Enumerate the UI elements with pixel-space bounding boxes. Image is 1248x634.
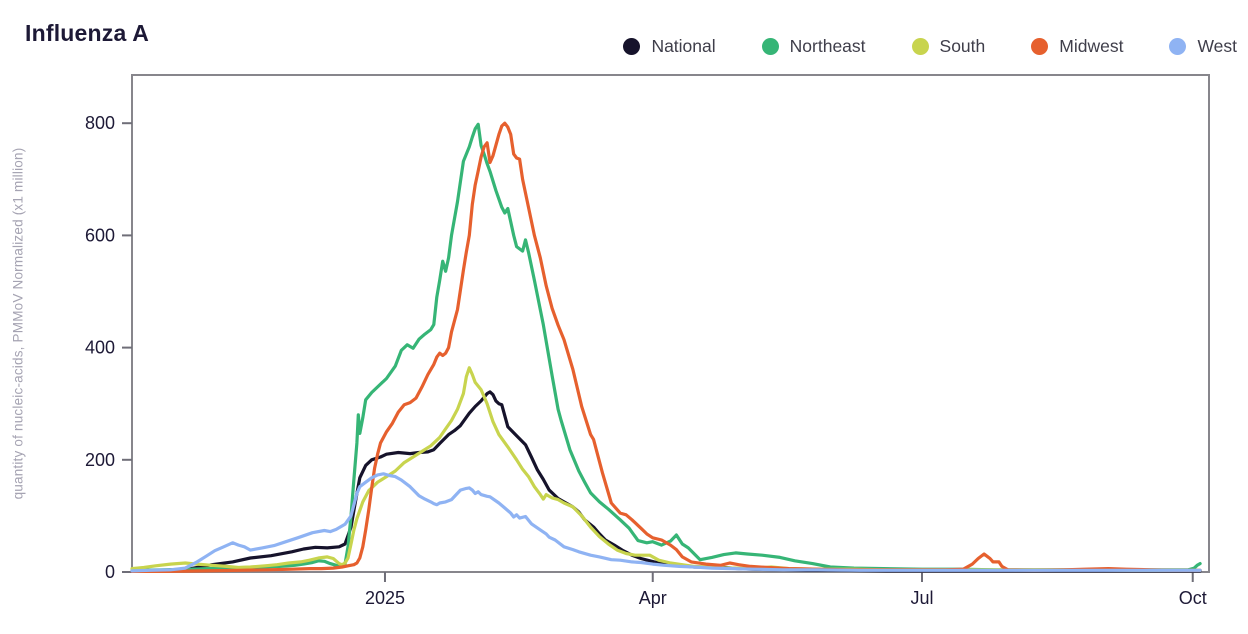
- y-tick-label: 400: [85, 338, 115, 358]
- y-tick-label: 200: [85, 450, 115, 470]
- legend-item-west[interactable]: West: [1169, 36, 1237, 57]
- line-northeast: [130, 122, 1202, 572]
- legend-item-midwest[interactable]: Midwest: [1031, 36, 1123, 57]
- legend-dot-south: [911, 38, 929, 55]
- y-tick-label: 0: [105, 562, 115, 582]
- legend-item-northeast[interactable]: Northeast: [761, 36, 866, 57]
- legend-label: National: [651, 36, 716, 56]
- line-midwest: [130, 121, 1202, 574]
- legend-dot-national: [623, 38, 641, 55]
- legend-label: Northeast: [789, 36, 866, 56]
- x-tick-label: 2025: [365, 588, 405, 608]
- y-tick-label: 600: [85, 225, 115, 245]
- legend-dot-west: [1169, 38, 1187, 55]
- page-title: Influenza A: [25, 20, 150, 46]
- legend-label: Midwest: [1059, 36, 1124, 56]
- x-tick-label: Oct: [1179, 588, 1207, 608]
- line-west: [130, 472, 1202, 573]
- legend-label: West: [1197, 36, 1237, 56]
- y-tick-label: 800: [85, 113, 115, 133]
- legend-dot-midwest: [1031, 38, 1049, 55]
- legend-dot-northeast: [761, 38, 779, 55]
- legend-label: South: [939, 36, 986, 56]
- x-tick-label: Apr: [639, 588, 667, 608]
- chart-legend: National Northeast South Midwest West: [623, 36, 1237, 57]
- x-tick-label: Jul: [910, 588, 933, 608]
- plot-frame: [131, 74, 1210, 573]
- legend-item-national[interactable]: National: [623, 36, 716, 57]
- legend-item-south[interactable]: South: [911, 36, 986, 57]
